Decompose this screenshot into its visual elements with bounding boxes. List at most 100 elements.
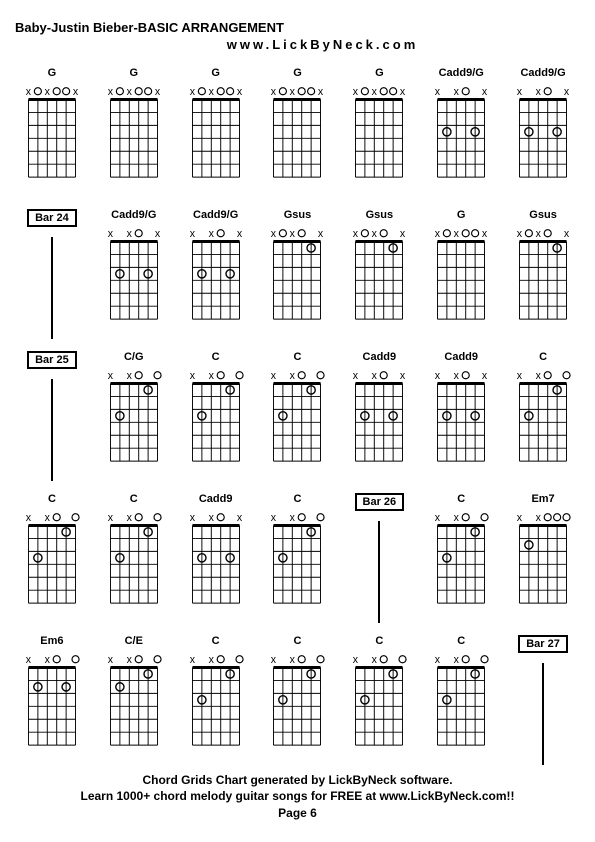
svg-text:x: x <box>290 370 296 382</box>
svg-text:x: x <box>45 86 51 98</box>
svg-text:x: x <box>435 228 441 240</box>
chord-diagram: Gxxx <box>424 209 498 339</box>
chord-diagram: Cxx <box>424 493 498 623</box>
chord-name-label: C <box>212 351 220 365</box>
chord-diagram: C/G xx <box>97 351 171 481</box>
footer-line-2: Learn 1000+ chord melody guitar songs fo… <box>0 788 595 805</box>
svg-text:x: x <box>126 512 132 524</box>
svg-text:x: x <box>482 86 488 98</box>
chord-grid-icon: xx <box>267 651 327 756</box>
chord-diagram: Cadd9xxx <box>342 351 416 481</box>
svg-text:x: x <box>271 370 277 382</box>
chord-grid-icon: xxx <box>431 225 491 330</box>
header: Baby-Justin Bieber-BASIC ARRANGEMENT www… <box>15 20 580 52</box>
bar-marker: Bar 24 <box>15 209 89 339</box>
chord-diagram: Em7xx <box>506 493 580 623</box>
svg-text:x: x <box>189 228 195 240</box>
svg-text:x: x <box>517 228 523 240</box>
chord-grid-icon: xx <box>267 509 327 614</box>
bar-marker: Bar 25 <box>15 351 89 481</box>
chord-name-label: G <box>48 67 57 81</box>
chord-name-label: Cadd9 <box>363 351 397 365</box>
page-subtitle: www.LickByNeck.com <box>65 37 580 52</box>
chord-name-label: Cadd9/G <box>439 67 484 81</box>
chord-diagram: Cxx <box>97 493 171 623</box>
chord-name-label: C <box>294 493 302 507</box>
svg-text:x: x <box>189 512 195 524</box>
svg-text:x: x <box>400 86 406 98</box>
svg-text:x: x <box>126 86 132 98</box>
svg-text:x: x <box>454 228 460 240</box>
chord-diagram: Gsus xxx <box>506 209 580 339</box>
chord-grid-icon: xx <box>186 367 246 472</box>
chord-grid-icon: xx <box>186 651 246 756</box>
chord-name-label: C/G <box>124 351 144 365</box>
svg-text:x: x <box>237 86 243 98</box>
chord-diagram: Cxx <box>179 351 253 481</box>
bar-label: Bar 25 <box>27 351 77 369</box>
chord-grid-icon: xxx <box>513 83 573 188</box>
chord-diagram: Cadd9/Gxxx <box>97 209 171 339</box>
svg-text:x: x <box>208 512 214 524</box>
chord-diagram: Cadd9/G xxx <box>506 67 580 197</box>
chord-name-label: G <box>293 67 302 81</box>
chord-diagram: Cxx <box>261 635 335 765</box>
bar-line <box>51 379 53 481</box>
chord-grid-icon: xx <box>513 509 573 614</box>
svg-text:x: x <box>208 370 214 382</box>
svg-text:x: x <box>400 228 406 240</box>
chord-diagram: Gxxx <box>97 67 171 197</box>
chord-grid-icon: xx <box>104 367 164 472</box>
chord-name-label: G <box>375 67 384 81</box>
chord-grid-icon: xx <box>431 651 491 756</box>
chord-grid-icon: xx <box>22 509 82 614</box>
chord-grid-icon: xxx <box>513 225 573 330</box>
svg-text:x: x <box>108 512 114 524</box>
svg-text:x: x <box>208 654 214 666</box>
svg-text:x: x <box>454 654 460 666</box>
bar-label: Bar 24 <box>27 209 77 227</box>
svg-text:x: x <box>372 86 378 98</box>
chord-name-label: Cadd9 <box>199 493 233 507</box>
chord-grid-icon: xxx <box>431 367 491 472</box>
svg-text:x: x <box>517 512 523 524</box>
page-title: Baby-Justin Bieber-BASIC ARRANGEMENT <box>15 20 580 35</box>
chord-name-label: Cadd9 <box>444 351 478 365</box>
footer: Chord Grids Chart generated by LickByNec… <box>0 772 595 822</box>
bar-label: Bar 27 <box>518 635 568 653</box>
svg-text:x: x <box>454 86 460 98</box>
svg-text:x: x <box>108 86 114 98</box>
chord-diagram: Cxx <box>424 635 498 765</box>
chord-name-label: C <box>294 635 302 649</box>
chord-name-label: Gsus <box>529 209 557 223</box>
chord-grid-icon: xxx <box>186 509 246 614</box>
chord-diagram: Cadd9 xxx <box>424 351 498 481</box>
chord-name-label: Em6 <box>40 635 63 649</box>
svg-text:x: x <box>536 86 542 98</box>
chord-grid-icon: xxx <box>349 83 409 188</box>
svg-text:x: x <box>536 370 542 382</box>
svg-text:x: x <box>454 512 460 524</box>
svg-text:x: x <box>189 370 195 382</box>
chord-name-label: C <box>457 635 465 649</box>
footer-line-3: Page 6 <box>0 805 595 822</box>
chord-diagram: Cxx <box>179 635 253 765</box>
chord-grid-icon: xx <box>267 367 327 472</box>
svg-text:x: x <box>108 654 114 666</box>
chord-name-label: Cadd9/G <box>111 209 156 223</box>
chord-name-label: G <box>129 67 138 81</box>
svg-text:x: x <box>353 86 359 98</box>
chord-diagram: Gxxx <box>15 67 89 197</box>
chord-diagram: Cxx <box>342 635 416 765</box>
chord-diagram: Cxx <box>506 351 580 481</box>
bar-label: Bar 26 <box>355 493 405 511</box>
chord-name-label: C <box>294 351 302 365</box>
svg-text:x: x <box>73 86 79 98</box>
chord-name-label: Gsus <box>366 209 394 223</box>
svg-text:x: x <box>155 228 161 240</box>
chord-name-label: G <box>211 67 220 81</box>
svg-text:x: x <box>290 86 296 98</box>
svg-text:x: x <box>353 370 359 382</box>
chord-name-label: C <box>130 493 138 507</box>
chord-name-label: Cadd9/G <box>520 67 565 81</box>
